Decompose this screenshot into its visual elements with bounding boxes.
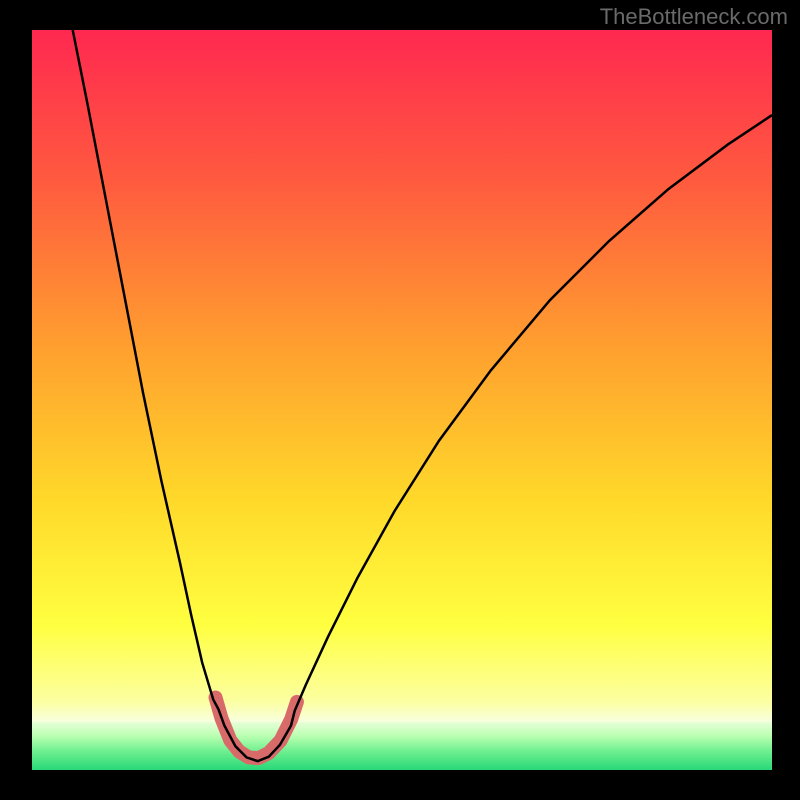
- plot-area: [32, 30, 772, 770]
- dip-highlight: [216, 697, 297, 758]
- chart-svg: [32, 30, 772, 770]
- watermark-text: TheBottleneck.com: [600, 4, 788, 30]
- bottleneck-curve: [73, 30, 772, 761]
